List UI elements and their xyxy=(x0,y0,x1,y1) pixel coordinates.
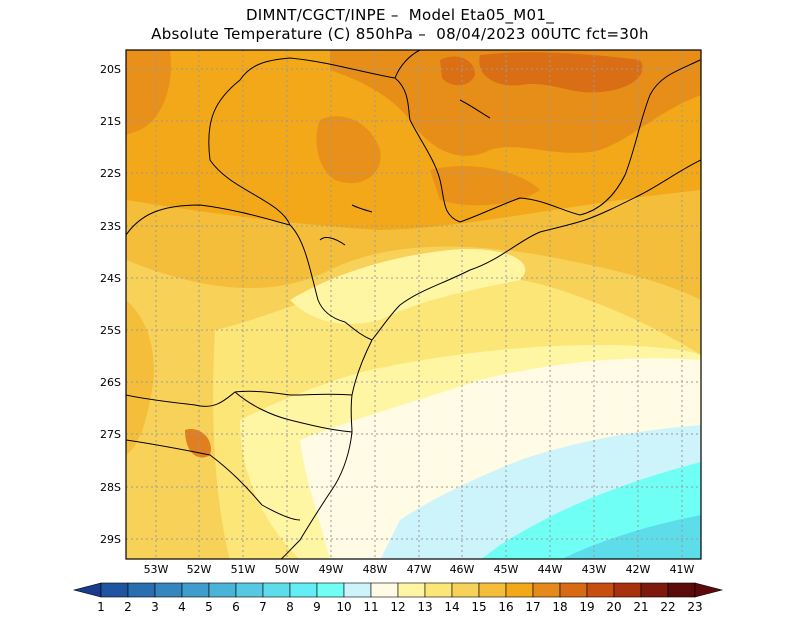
colorbar-swatch xyxy=(316,582,345,598)
colorbar-swatch xyxy=(424,582,453,598)
colorbar-label: 8 xyxy=(286,600,294,614)
colorbar-label: 18 xyxy=(552,600,567,614)
colorbar-label: 22 xyxy=(660,600,675,614)
colorbar-swatch xyxy=(181,582,210,598)
lat-label: 23S xyxy=(100,220,121,233)
map-title: DIMNT/CGCT/INPE – Model Eta05_M01_ xyxy=(245,6,555,24)
lon-label: 44W xyxy=(538,563,563,576)
lat-label: 21S xyxy=(100,115,121,128)
colorbar-swatch xyxy=(127,582,156,598)
lat-label: 27S xyxy=(100,428,121,441)
colorbar-swatch xyxy=(397,582,426,598)
colorbar-swatch xyxy=(667,582,696,598)
colorbar-swatch xyxy=(289,582,318,598)
lat-label: 20S xyxy=(100,63,121,76)
colorbar-label: 5 xyxy=(205,600,213,614)
colorbar xyxy=(72,582,724,598)
political-boundaries xyxy=(126,50,701,559)
lon-label: 50W xyxy=(275,563,300,576)
colorbar-swatch xyxy=(586,582,615,598)
colorbar-swatch xyxy=(559,582,588,598)
lon-label: 49W xyxy=(319,563,344,576)
lon-label: 42W xyxy=(626,563,651,576)
colorbar-label: 2 xyxy=(124,600,132,614)
colorbar-label: 15 xyxy=(471,600,486,614)
lat-label: 28S xyxy=(100,481,121,494)
colorbar-label: 16 xyxy=(498,600,513,614)
colorbar-label: 3 xyxy=(151,600,159,614)
lon-label: 51W xyxy=(231,563,256,576)
colorbar-label: 12 xyxy=(390,600,405,614)
lat-label: 29S xyxy=(100,533,121,546)
lat-label: 22S xyxy=(100,167,121,180)
lon-label: 43W xyxy=(582,563,607,576)
colorbar-swatch xyxy=(532,582,561,598)
lon-label: 48W xyxy=(363,563,388,576)
colorbar-label: 6 xyxy=(232,600,240,614)
colorbar-label: 23 xyxy=(687,600,702,614)
colorbar-arrow-low xyxy=(72,582,102,598)
colorbar-label: 7 xyxy=(259,600,267,614)
colorbar-swatch xyxy=(370,582,399,598)
colorbar-swatch xyxy=(505,582,534,598)
colorbar-arrow-high xyxy=(694,582,724,598)
colorbar-labels: 1 2 3 4 5 6 7 8 9 10 11 12 13 14 15 16 1… xyxy=(97,600,702,614)
colorbar-swatch xyxy=(208,582,237,598)
colorbar-label: 4 xyxy=(178,600,186,614)
map-subtitle: Absolute Temperature (C) 850hPa – 08/04/… xyxy=(151,25,649,43)
colorbar-label: 20 xyxy=(606,600,621,614)
map-frame xyxy=(125,49,702,560)
colorbar-swatch xyxy=(451,582,480,598)
colorbar-label: 10 xyxy=(336,600,351,614)
colorbar-swatch xyxy=(100,582,129,598)
colorbar-label: 13 xyxy=(417,600,432,614)
colorbar-label: 11 xyxy=(363,600,378,614)
lon-label: 52W xyxy=(187,563,212,576)
colorbar-swatch xyxy=(154,582,183,598)
lon-label: 47W xyxy=(407,563,432,576)
colorbar-label: 17 xyxy=(525,600,540,614)
lon-label: 46W xyxy=(450,563,475,576)
colorbar-swatch xyxy=(262,582,291,598)
lon-label: 45W xyxy=(494,563,519,576)
colorbar-swatch xyxy=(343,582,372,598)
lon-label: 41W xyxy=(670,563,695,576)
colorbar-label: 19 xyxy=(579,600,594,614)
colorbar-label: 1 xyxy=(97,600,105,614)
colorbar-swatch xyxy=(235,582,264,598)
colorbar-swatch xyxy=(640,582,669,598)
lat-label: 25S xyxy=(100,324,121,337)
lat-label: 24S xyxy=(100,272,121,285)
colorbar-label: 14 xyxy=(444,600,459,614)
latitude-labels: 20S 21S 22S 23S 24S 25S 26S 27S 28S 29S xyxy=(100,63,121,546)
temperature-field xyxy=(126,50,701,559)
longitude-labels: 53W 52W 51W 50W 49W 48W 47W 46W 45W 44W … xyxy=(144,563,695,576)
colorbar-swatch xyxy=(613,582,642,598)
colorbar-swatch xyxy=(478,582,507,598)
lon-label: 53W xyxy=(144,563,169,576)
colorbar-label: 9 xyxy=(313,600,321,614)
colorbar-label: 21 xyxy=(633,600,648,614)
lat-label: 26S xyxy=(100,376,121,389)
